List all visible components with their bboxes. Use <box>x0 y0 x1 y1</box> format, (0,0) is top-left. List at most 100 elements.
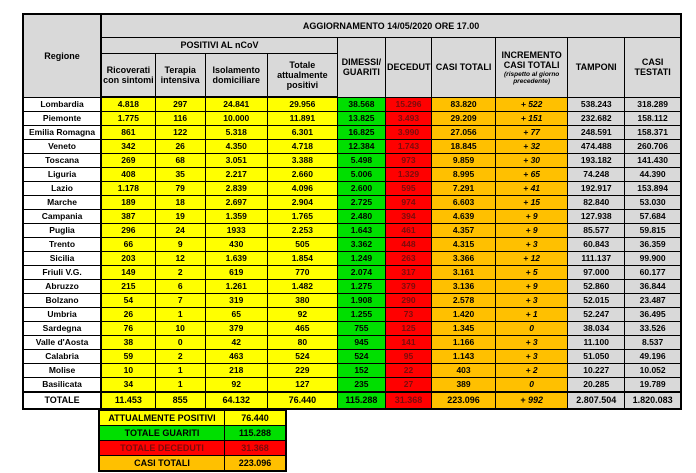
incremento-header-note: (rispetto al giorno precedente) <box>504 70 560 85</box>
cell-deceduti: 394 <box>384 209 433 224</box>
cell-tamponi: 538.243 <box>567 96 626 112</box>
cell-deceduti: 15.296 <box>384 96 433 112</box>
cell-dimessi-guariti: 2.074 <box>336 265 386 280</box>
cell-casi-testati: 57.684 <box>624 209 682 224</box>
cell-totale-positivi: 2.253 <box>266 223 338 238</box>
cell-tamponi: 111.137 <box>567 251 626 266</box>
table-row: Trento 66 9 430 505 3.362 448 4.315 + 3 60.843 36.… <box>22 237 682 252</box>
incremento-header-title: INCREMENTO CASI TOTALI <box>501 49 562 70</box>
cell-ricoverati: 38 <box>100 335 156 350</box>
cell-isolamento: 65 <box>204 307 268 322</box>
cell-casi-totali: 223.096 <box>431 391 497 410</box>
legend-value: 31.368 <box>224 440 287 456</box>
cell-ricoverati: 149 <box>100 265 156 280</box>
cell-deceduti: 317 <box>384 265 433 280</box>
cell-dimessi-guariti: 2.480 <box>336 209 386 224</box>
cell-casi-testati: 23.487 <box>624 293 682 308</box>
cell-ricoverati: 215 <box>100 279 156 294</box>
cell-casi-totali: 4.357 <box>431 223 497 238</box>
cell-totale-positivi: 76.440 <box>266 391 338 410</box>
cell-casi-totali: 389 <box>431 377 497 393</box>
cell-terapia-intensiva: 1 <box>154 363 206 378</box>
legend-label: ATTUALMENTE POSITIVI <box>98 409 225 426</box>
table-row: Sicilia 203 12 1.639 1.854 1.249 263 3.366 + 12 1… <box>22 251 682 266</box>
casi-testati-header: CASI TESTATI <box>624 37 682 98</box>
cell-dimessi-guariti: 5.498 <box>336 153 386 168</box>
cell-terapia-intensiva: 6 <box>154 279 206 294</box>
cell-incremento: + 151 <box>495 111 569 126</box>
table-row: Lombardia 4.818 297 24.841 29.956 38.568 15.29… <box>22 96 682 112</box>
table-row: Emilia Romagna 861 122 5.318 6.301 16.825 3.99… <box>22 125 682 140</box>
cell-deceduti: 3.990 <box>384 125 433 140</box>
cell-casi-totali: 2.578 <box>431 293 497 308</box>
cell-ricoverati: 76 <box>100 321 156 336</box>
cell-totale-positivi: 3.388 <box>266 153 338 168</box>
cell-totale-positivi: 505 <box>266 237 338 252</box>
cell-isolamento: 2.697 <box>204 195 268 210</box>
cell-regione: Liguria <box>22 167 103 182</box>
totale-row: TOTALE 11.453 855 64.132 76.440 115.288 31.368… <box>22 391 682 410</box>
cell-casi-totali: 1.143 <box>431 349 497 364</box>
cell-tamponi: 74.248 <box>567 167 626 182</box>
cell-totale-positivi: 1.854 <box>266 251 338 266</box>
totale-positivi-header: Totale attualmente positivi <box>266 53 338 98</box>
cell-dimessi-guariti: 152 <box>336 363 386 378</box>
cell-regione: Abruzzo <box>22 279 103 294</box>
cell-incremento: + 65 <box>495 167 569 182</box>
terapia-intensiva-header: Terapia intensiva <box>154 53 206 98</box>
cell-terapia-intensiva: 26 <box>154 139 206 154</box>
cell-ricoverati: 387 <box>100 209 156 224</box>
update-title: AGGIORNAMENTO 14/05/2020 ORE 17.00 <box>100 13 682 38</box>
cell-terapia-intensiva: 1 <box>154 307 206 322</box>
cell-tamponi: 85.577 <box>567 223 626 238</box>
cell-isolamento: 4.350 <box>204 139 268 154</box>
cell-regione: Molise <box>22 363 103 378</box>
cell-deceduti: 379 <box>384 279 433 294</box>
cell-tamponi: 38.034 <box>567 321 626 336</box>
cell-totale-positivi: 770 <box>266 265 338 280</box>
cell-casi-totali: 3.366 <box>431 251 497 266</box>
cell-isolamento: 379 <box>204 321 268 336</box>
cell-deceduti: 973 <box>384 153 433 168</box>
cell-isolamento: 430 <box>204 237 268 252</box>
cell-terapia-intensiva: 9 <box>154 237 206 252</box>
legend-row: ATTUALMENTE POSITIVI 76.440 <box>98 409 287 426</box>
cell-casi-totali: 27.056 <box>431 125 497 140</box>
cell-dimessi-guariti: 5.006 <box>336 167 386 182</box>
cell-dimessi-guariti: 1.275 <box>336 279 386 294</box>
cell-isolamento: 1.359 <box>204 209 268 224</box>
cell-dimessi-guariti: 1.643 <box>336 223 386 238</box>
cell-casi-testati: 8.537 <box>624 335 682 350</box>
casi-totali-header: CASI TOTALI <box>431 37 497 98</box>
cell-incremento: + 5 <box>495 265 569 280</box>
cell-casi-testati: 153.894 <box>624 181 682 196</box>
cell-casi-testati: 53.030 <box>624 195 682 210</box>
cell-deceduti: 125 <box>384 321 433 336</box>
cell-deceduti: 263 <box>384 251 433 266</box>
cell-incremento: + 9 <box>495 223 569 238</box>
table-row: Umbria 26 1 65 92 1.255 73 1.420 + 1 52.247 36.495 <box>22 307 682 322</box>
cell-incremento: + 992 <box>495 391 569 410</box>
cell-ricoverati: 203 <box>100 251 156 266</box>
cell-terapia-intensiva: 7 <box>154 293 206 308</box>
cell-tamponi: 60.843 <box>567 237 626 252</box>
cell-deceduti: 3.493 <box>384 111 433 126</box>
cell-isolamento: 64.132 <box>204 391 268 410</box>
cell-isolamento: 1.261 <box>204 279 268 294</box>
cell-casi-totali: 7.291 <box>431 181 497 196</box>
cell-terapia-intensiva: 19 <box>154 209 206 224</box>
cell-tamponi: 20.285 <box>567 377 626 393</box>
cell-totale-positivi: 2.660 <box>266 167 338 182</box>
cell-casi-totali: 83.820 <box>431 96 497 112</box>
cell-regione: Lombardia <box>22 96 103 112</box>
table-row: Marche 189 18 2.697 2.904 2.725 974 6.603 + 15 82… <box>22 195 682 210</box>
cell-terapia-intensiva: 12 <box>154 251 206 266</box>
cell-isolamento: 24.841 <box>204 96 268 112</box>
cell-regione: Sardegna <box>22 321 103 336</box>
tamponi-header: TAMPONI <box>567 37 626 98</box>
legend-value: 76.440 <box>224 409 287 426</box>
isolamento-header: Isolamento domiciliare <box>204 53 268 98</box>
cell-isolamento: 2.839 <box>204 181 268 196</box>
cell-incremento: + 41 <box>495 181 569 196</box>
cell-casi-testati: 36.844 <box>624 279 682 294</box>
